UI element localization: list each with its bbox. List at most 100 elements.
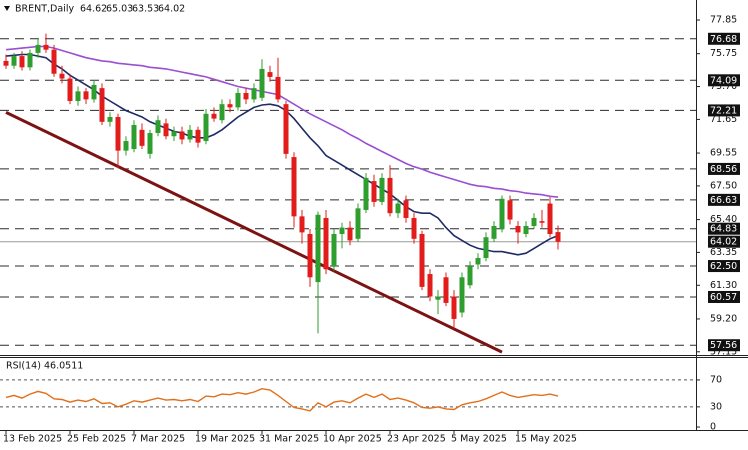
level-label: 72.21: [710, 105, 737, 116]
candle-body: [419, 233, 425, 287]
candle-body: [291, 157, 297, 217]
rsi-y-tick-label: 0: [710, 422, 716, 433]
y-tick-label: 77.85: [710, 15, 737, 26]
candle-body: [515, 225, 521, 233]
candle-body: [315, 214, 321, 283]
x-tick-label: 25 Feb 2025: [67, 434, 126, 445]
collapse-icon[interactable]: [4, 6, 10, 11]
y-tick-label: 57.15: [710, 346, 737, 357]
candle-body: [507, 200, 513, 220]
candle-body: [123, 141, 129, 151]
candle-body: [235, 92, 241, 108]
x-tick-label: 5 May 2025: [451, 434, 507, 445]
x-tick-label: 19 Mar 2025: [195, 434, 255, 445]
candle-body: [411, 217, 417, 239]
level-label-box: [708, 74, 740, 87]
y-tick-label: 65.40: [710, 214, 737, 225]
level-label-box: [708, 290, 740, 303]
level-label-box: [708, 222, 740, 235]
level-label: 66.63: [710, 195, 737, 206]
candle-body: [387, 177, 393, 214]
last-price-box: [708, 235, 740, 248]
candle-body: [443, 277, 449, 303]
rsi-line: [5, 387, 559, 412]
candle-body: [275, 76, 281, 100]
candle-body: [363, 177, 369, 210]
candle-body: [355, 208, 361, 239]
candle-body: [115, 116, 121, 151]
x-tick-label: 13 Feb 2025: [3, 434, 62, 445]
candle-body: [43, 44, 49, 50]
trendline: [5, 110, 503, 354]
candle-body: [547, 203, 553, 234]
chart-title: BRENT,Daily: [15, 4, 74, 15]
x-tick-label: 15 May 2025: [515, 434, 577, 445]
rsi-y-tick-label: 70: [710, 374, 722, 385]
level-label: 74.09: [710, 75, 737, 86]
candle-body: [179, 131, 185, 140]
level-label: 62.50: [710, 261, 737, 272]
ohlc-open: 64.62: [80, 4, 107, 15]
level-label: 76.68: [710, 34, 737, 45]
candle-body: [163, 123, 169, 137]
candle-body: [555, 232, 561, 242]
candle-body: [331, 233, 337, 267]
rsi-y-tick-label: 30: [710, 401, 722, 412]
candle-body: [195, 129, 201, 143]
level-label: 64.83: [710, 224, 737, 235]
candle-body: [435, 296, 441, 300]
x-tick-label: 7 Mar 2025: [131, 434, 185, 445]
last-price-label: 64.02: [710, 237, 737, 248]
candle-body: [211, 113, 217, 119]
candle-body: [251, 88, 257, 100]
candle-body: [475, 258, 481, 265]
y-tick-label: 73.70: [710, 81, 737, 92]
candle-body: [451, 296, 457, 319]
candle-body: [467, 266, 473, 286]
candle-body: [299, 216, 305, 233]
level-label-box: [708, 104, 740, 117]
candle-body: [483, 237, 489, 259]
level-label-box: [708, 339, 740, 352]
candle-body: [307, 233, 313, 278]
ohlc-high: 65.03: [106, 4, 133, 15]
candle-body: [491, 225, 497, 239]
y-tick-label: 63.35: [710, 247, 737, 258]
candle-body: [147, 133, 153, 154]
candle-body: [403, 200, 409, 218]
chart-header: BRENT,Daily 64.62 65.03 63.53 64.02: [4, 4, 185, 15]
candle-body: [91, 84, 97, 100]
y-tick-label: 71.65: [710, 114, 737, 125]
candle-body: [283, 104, 289, 154]
y-tick-label: 67.50: [710, 180, 737, 191]
x-tick-label: 31 Mar 2025: [259, 434, 319, 445]
candle-body: [171, 131, 177, 137]
candle-body: [83, 91, 89, 100]
candle-body: [531, 217, 537, 226]
y-tick-label: 59.20: [710, 313, 737, 324]
ohlc-low: 63.53: [132, 4, 159, 15]
candle-body: [539, 221, 545, 223]
candle-body: [131, 125, 137, 150]
marks-layer: [3, 33, 561, 412]
candle-body: [379, 177, 385, 202]
rsi-header: RSI(14) 46.0511: [6, 361, 83, 372]
candle-body: [371, 181, 377, 202]
candle-body: [11, 56, 17, 66]
candle-body: [75, 91, 81, 101]
y-tick-label: 75.75: [710, 48, 737, 59]
candle-body: [259, 68, 265, 98]
rsi-title: RSI(14): [6, 361, 41, 372]
candle-body: [427, 274, 433, 297]
candle-body: [339, 227, 345, 234]
level-label-box: [708, 260, 740, 273]
candle-body: [459, 277, 465, 313]
candle-body: [395, 203, 401, 214]
level-label-box: [708, 193, 740, 206]
candle-body: [27, 52, 33, 68]
y-tick-label: 61.30: [710, 280, 737, 291]
candle-body: [139, 129, 145, 146]
